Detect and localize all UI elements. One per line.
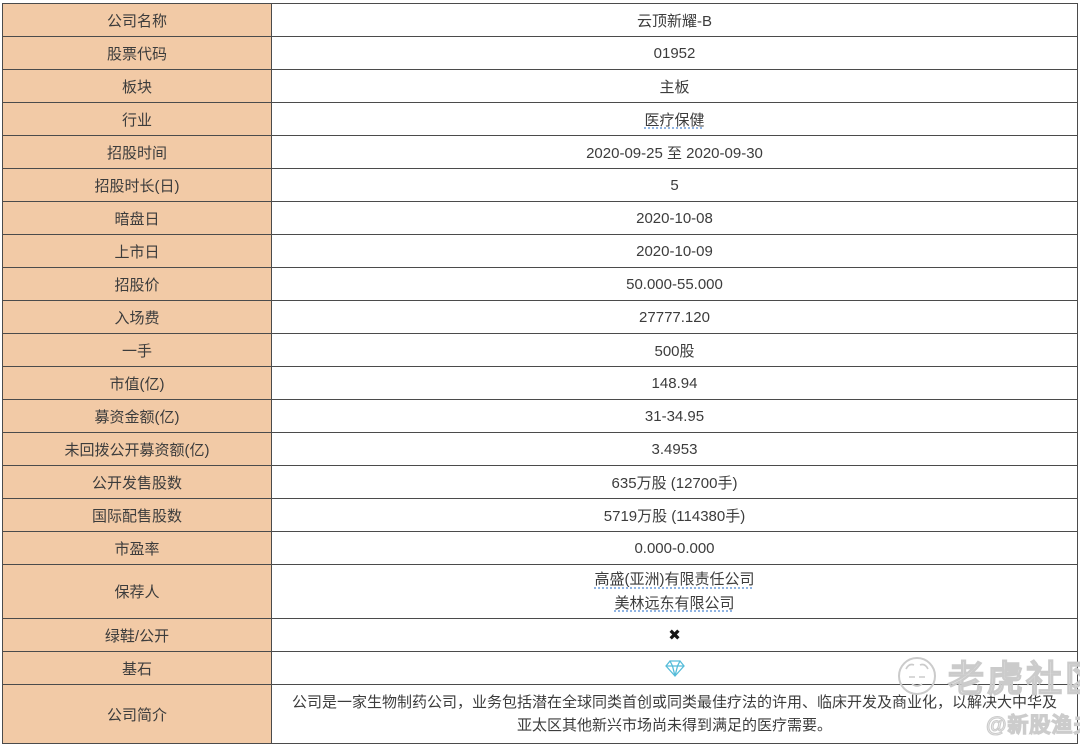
table-row: 招股时间 2020-09-25 至 2020-09-30: [2, 135, 1078, 169]
board-value: 主板: [271, 69, 1078, 103]
table-row: 行业 医疗保健: [2, 102, 1078, 136]
row-label-grey-market-date: 暗盘日: [2, 201, 272, 235]
row-label-board: 板块: [2, 69, 272, 103]
company-intro-cell: 公司是一家生物制药公司，业务包括潜在全球同类首创或同类最佳疗法的许用、临床开发及…: [271, 684, 1078, 744]
table-row: 暗盘日 2020-10-08: [2, 201, 1078, 235]
cross-mark-icon: ✖: [668, 627, 681, 644]
cornerstone-cell: [271, 651, 1078, 685]
table-row: 入场费 27777.120: [2, 300, 1078, 334]
offer-price-value: 50.000-55.000: [271, 267, 1078, 301]
table-row: 国际配售股数 5719万股 (114380手): [2, 498, 1078, 532]
row-label-funds-raised: 募资金额(亿): [2, 399, 272, 433]
company-intro-text: 公司是一家生物制药公司，业务包括潜在全球同类首创或同类最佳疗法的许用、临床开发及…: [291, 693, 1057, 734]
row-label-offer-period: 招股时间: [2, 135, 272, 169]
row-label-sponsors: 保荐人: [2, 564, 272, 619]
offer-days-value: 5: [271, 168, 1078, 202]
offer-period-value: 2020-09-25 至 2020-09-30: [271, 135, 1078, 169]
table-row: 保荐人 高盛(亚洲)有限责任公司 美林远东有限公司: [2, 564, 1078, 619]
lot-size-value: 500股: [271, 333, 1078, 367]
pe-ratio-value: 0.000-0.000: [271, 531, 1078, 565]
row-label-lot-size: 一手: [2, 333, 272, 367]
international-placing-shares-value: 5719万股 (114380手): [271, 498, 1078, 532]
public-offer-shares-value: 635万股 (12700手): [271, 465, 1078, 499]
table-row: 公司名称 云顶新耀-B: [2, 3, 1078, 37]
stock-code-value: 01952: [271, 36, 1078, 70]
row-label-greenshoe-public: 绿鞋/公开: [2, 618, 272, 652]
entry-fee-value: 27777.120: [271, 300, 1078, 334]
row-label-cornerstone: 基石: [2, 651, 272, 685]
listing-date-value: 2020-10-09: [271, 234, 1078, 268]
table-row: 公司简介 公司是一家生物制药公司，业务包括潜在全球同类首创或同类最佳疗法的许用、…: [2, 684, 1078, 744]
row-label-stock-code: 股票代码: [2, 36, 272, 70]
row-label-company-intro: 公司简介: [2, 684, 272, 744]
table-row: 公开发售股数 635万股 (12700手): [2, 465, 1078, 499]
row-label-international-placing-shares: 国际配售股数: [2, 498, 272, 532]
greenshoe-public-cell: ✖: [271, 618, 1078, 652]
table-row: 招股价 50.000-55.000: [2, 267, 1078, 301]
table-row: 股票代码 01952: [2, 36, 1078, 70]
row-label-market-cap: 市值(亿): [2, 366, 272, 400]
industry-cell: 医疗保健: [271, 102, 1078, 136]
table-row: 募资金额(亿) 31-34.95: [2, 399, 1078, 433]
table-row: 市值(亿) 148.94: [2, 366, 1078, 400]
table-row: 未回拨公开募资额(亿) 3.4953: [2, 432, 1078, 466]
sponsors-cell: 高盛(亚洲)有限责任公司 美林远东有限公司: [271, 564, 1078, 619]
row-label-industry: 行业: [2, 102, 272, 136]
table-row: 市盈率 0.000-0.000: [2, 531, 1078, 565]
row-label-offer-price: 招股价: [2, 267, 272, 301]
ipo-info-table: 公司名称 云顶新耀-B 股票代码 01952 板块 主板 行业 医疗保健 招股时…: [2, 3, 1078, 744]
industry-link[interactable]: 医疗保健: [644, 111, 705, 129]
row-label-pe-ratio: 市盈率: [2, 531, 272, 565]
sponsor-link-2[interactable]: 美林远东有限公司: [614, 594, 735, 612]
table-row: 一手 500股: [2, 333, 1078, 367]
gem-icon: [664, 660, 685, 677]
row-label-company-name: 公司名称: [2, 3, 272, 37]
grey-market-date-value: 2020-10-08: [271, 201, 1078, 235]
table-row: 绿鞋/公开 ✖: [2, 618, 1078, 652]
funds-raised-value: 31-34.95: [271, 399, 1078, 433]
row-label-public-funds-before-clawback: 未回拨公开募资额(亿): [2, 432, 272, 466]
table-row: 上市日 2020-10-09: [2, 234, 1078, 268]
row-label-offer-days: 招股时长(日): [2, 168, 272, 202]
sponsor-link-1[interactable]: 高盛(亚洲)有限责任公司: [594, 571, 755, 589]
company-name-value: 云顶新耀-B: [271, 3, 1078, 37]
table-row: 板块 主板: [2, 69, 1078, 103]
table-row: 基石: [2, 651, 1078, 685]
table-row: 招股时长(日) 5: [2, 168, 1078, 202]
market-cap-value: 148.94: [271, 366, 1078, 400]
row-label-listing-date: 上市日: [2, 234, 272, 268]
row-label-public-offer-shares: 公开发售股数: [2, 465, 272, 499]
row-label-entry-fee: 入场费: [2, 300, 272, 334]
public-funds-before-clawback-value: 3.4953: [271, 432, 1078, 466]
